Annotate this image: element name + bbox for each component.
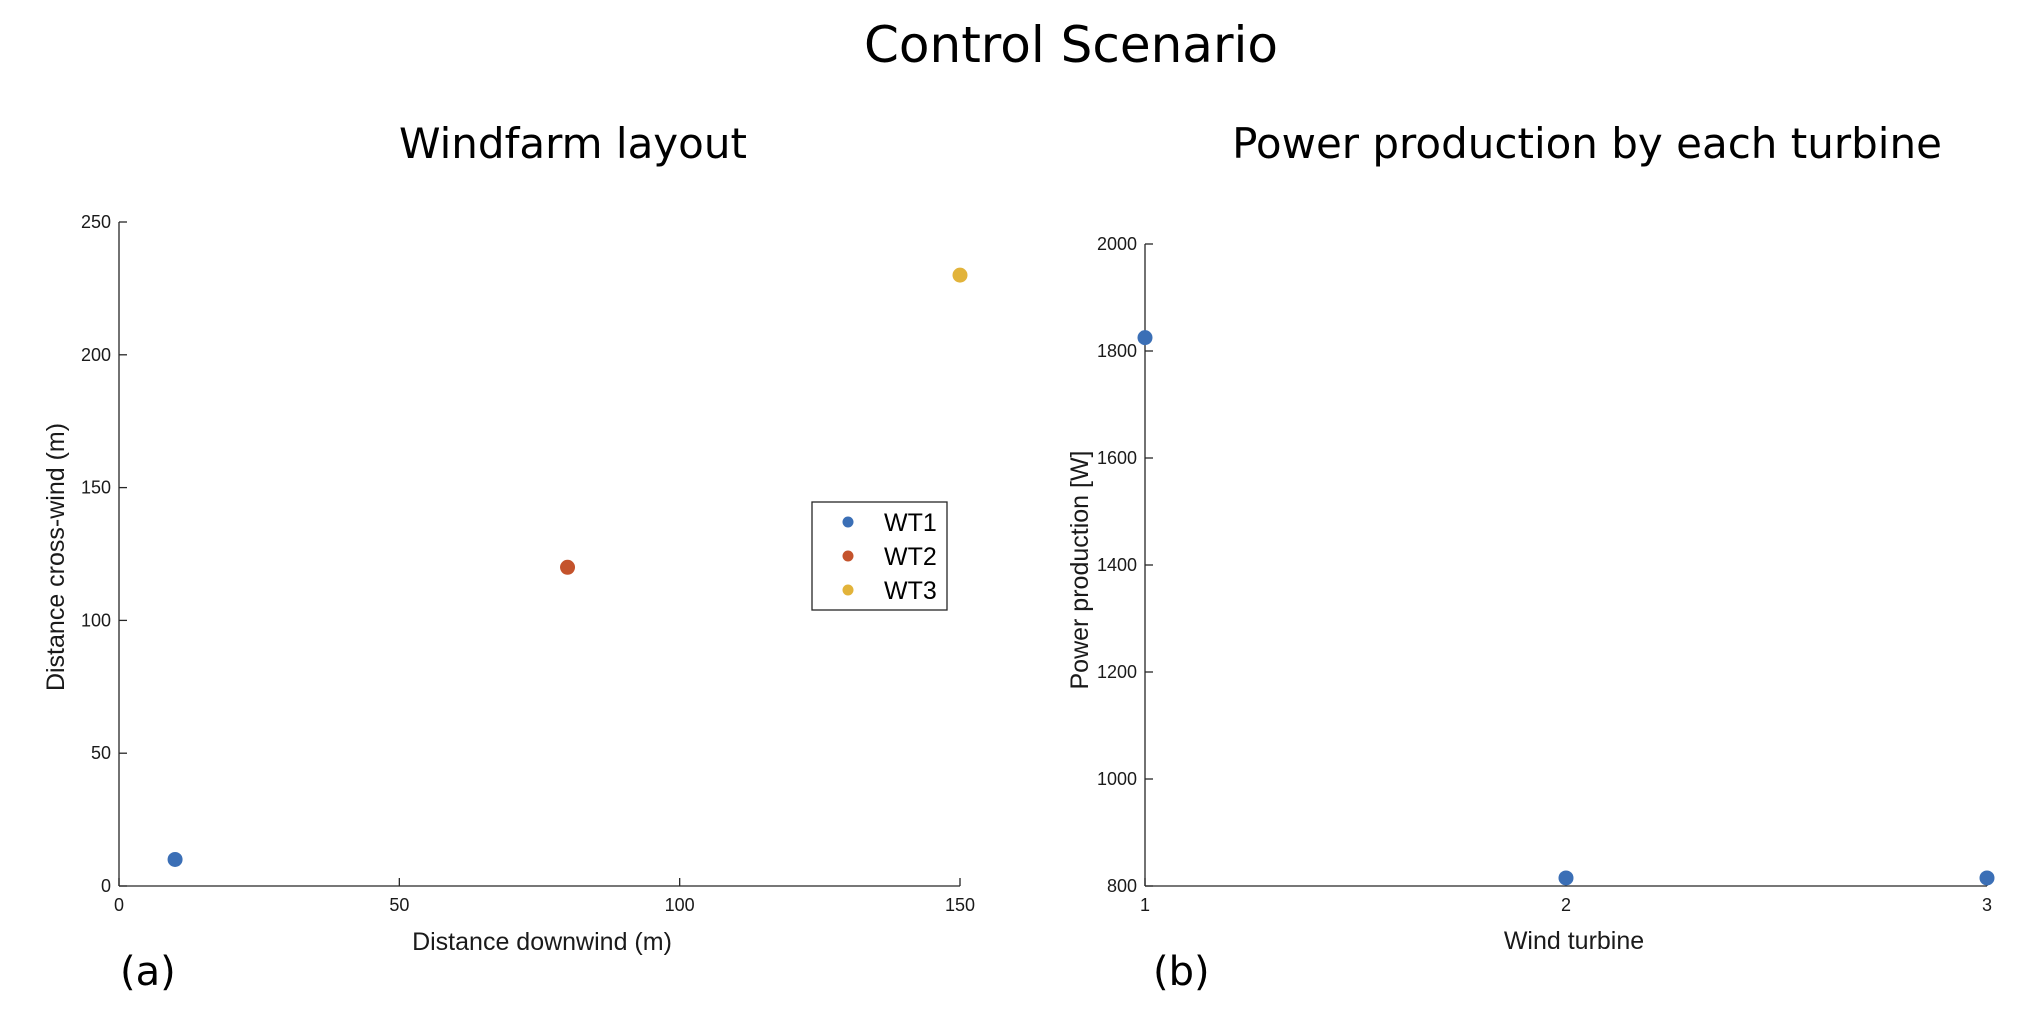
chart-b-plot-area: 1 2 3 800 1000 1200 1400 1600 1800 2000: [1097, 234, 1995, 915]
chart-1-data-point-s0-1: [1558, 870, 1574, 886]
chart-0-x-tick-label: 0: [114, 895, 124, 915]
chart-b-x-axis-label: Wind turbine: [1504, 927, 1644, 955]
chart-1-x-tick-label: 2: [1561, 895, 1571, 915]
panel-label-b: (b): [1153, 949, 1210, 995]
chart-0-x-tick-label: 50: [389, 895, 409, 915]
figure-title: Control Scenario: [864, 16, 1278, 74]
chart-0-x-tick-label: 150: [945, 895, 975, 915]
chart-b-y-axis-label: Power production [W]: [1066, 451, 1094, 690]
chart-a-plot-area: 0 50 100 150 0 50 100 150 200 250: [81, 212, 975, 915]
chart-a-x-axis-label: Distance downwind (m): [412, 928, 672, 956]
chart-windfarm-layout: Windfarm layout 0 50 100 150 0 50 100 150 200 250…: [42, 119, 975, 995]
legend-marker-wt3: [842, 584, 854, 596]
legend-entry-wt2: WT2: [884, 543, 937, 571]
chart-1-y-tick-label: 2000: [1097, 234, 1137, 254]
chart-1-y-tick-label: 1800: [1097, 341, 1137, 361]
chart-1-y-tick-label: 1000: [1097, 769, 1137, 789]
chart-0-x-tick-label: 100: [665, 895, 695, 915]
chart-0-y-tick-label: 250: [81, 212, 111, 232]
chart-1-y-tick-label: 1200: [1097, 662, 1137, 682]
chart-1-data-point-s0-0: [1137, 330, 1153, 346]
chart-0-data-point-wt2: [560, 559, 576, 575]
chart-0-y-tick-label: 150: [81, 478, 111, 498]
chart-a-legend: WT1 WT2 WT3: [811, 501, 948, 611]
chart-0-y-tick-label: 100: [81, 610, 111, 630]
chart-1-x-tick-label: 1: [1140, 895, 1150, 915]
chart-1-y-tick-label: 800: [1107, 876, 1137, 896]
chart-1-y-tick-label: 1400: [1097, 555, 1137, 575]
chart-0-data-point-wt3: [952, 267, 968, 283]
legend-marker-wt2: [842, 550, 854, 562]
chart-a-y-axis-label: Distance cross-wind (m): [42, 423, 70, 691]
chart-b-title: Power production by each turbine: [1232, 119, 1942, 168]
legend-marker-wt1: [842, 516, 854, 528]
chart-power-production: Power production by each turbine 1 2 38001…: [1066, 119, 1995, 995]
chart-0-y-tick-label: 0: [101, 876, 111, 896]
chart-0-y-tick-label: 50: [91, 743, 111, 763]
panel-label-a: (a): [120, 949, 176, 995]
chart-1-x-tick-label: 3: [1982, 895, 1992, 915]
chart-0-y-tick-label: 200: [81, 345, 111, 365]
legend-box: [811, 501, 948, 611]
legend-entry-wt1: WT1: [884, 509, 937, 537]
chart-1-data-point-s0-2: [1979, 870, 1995, 886]
chart-a-title: Windfarm layout: [399, 119, 747, 168]
chart-0-data-point-wt1: [167, 851, 183, 867]
legend-entry-wt3: WT3: [884, 577, 937, 605]
chart-1-y-tick-label: 1600: [1097, 448, 1137, 468]
